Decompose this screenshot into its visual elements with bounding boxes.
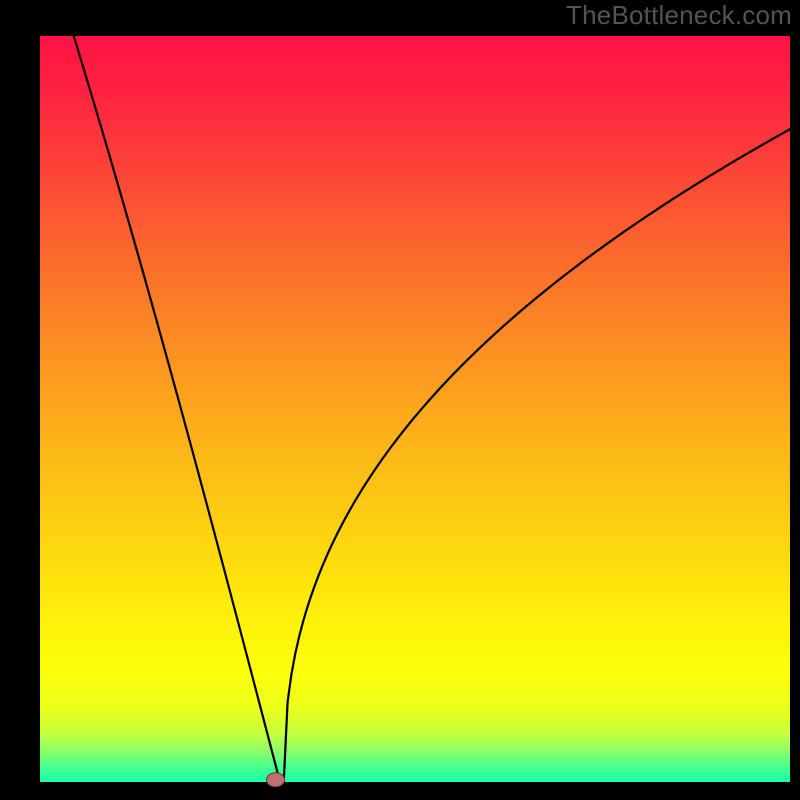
chart-container: TheBottleneck.com xyxy=(0,0,800,800)
gradient-background xyxy=(40,36,790,782)
watermark-text: TheBottleneck.com xyxy=(566,0,792,31)
optimal-point-marker xyxy=(267,773,285,787)
bottleneck-chart xyxy=(0,0,800,800)
